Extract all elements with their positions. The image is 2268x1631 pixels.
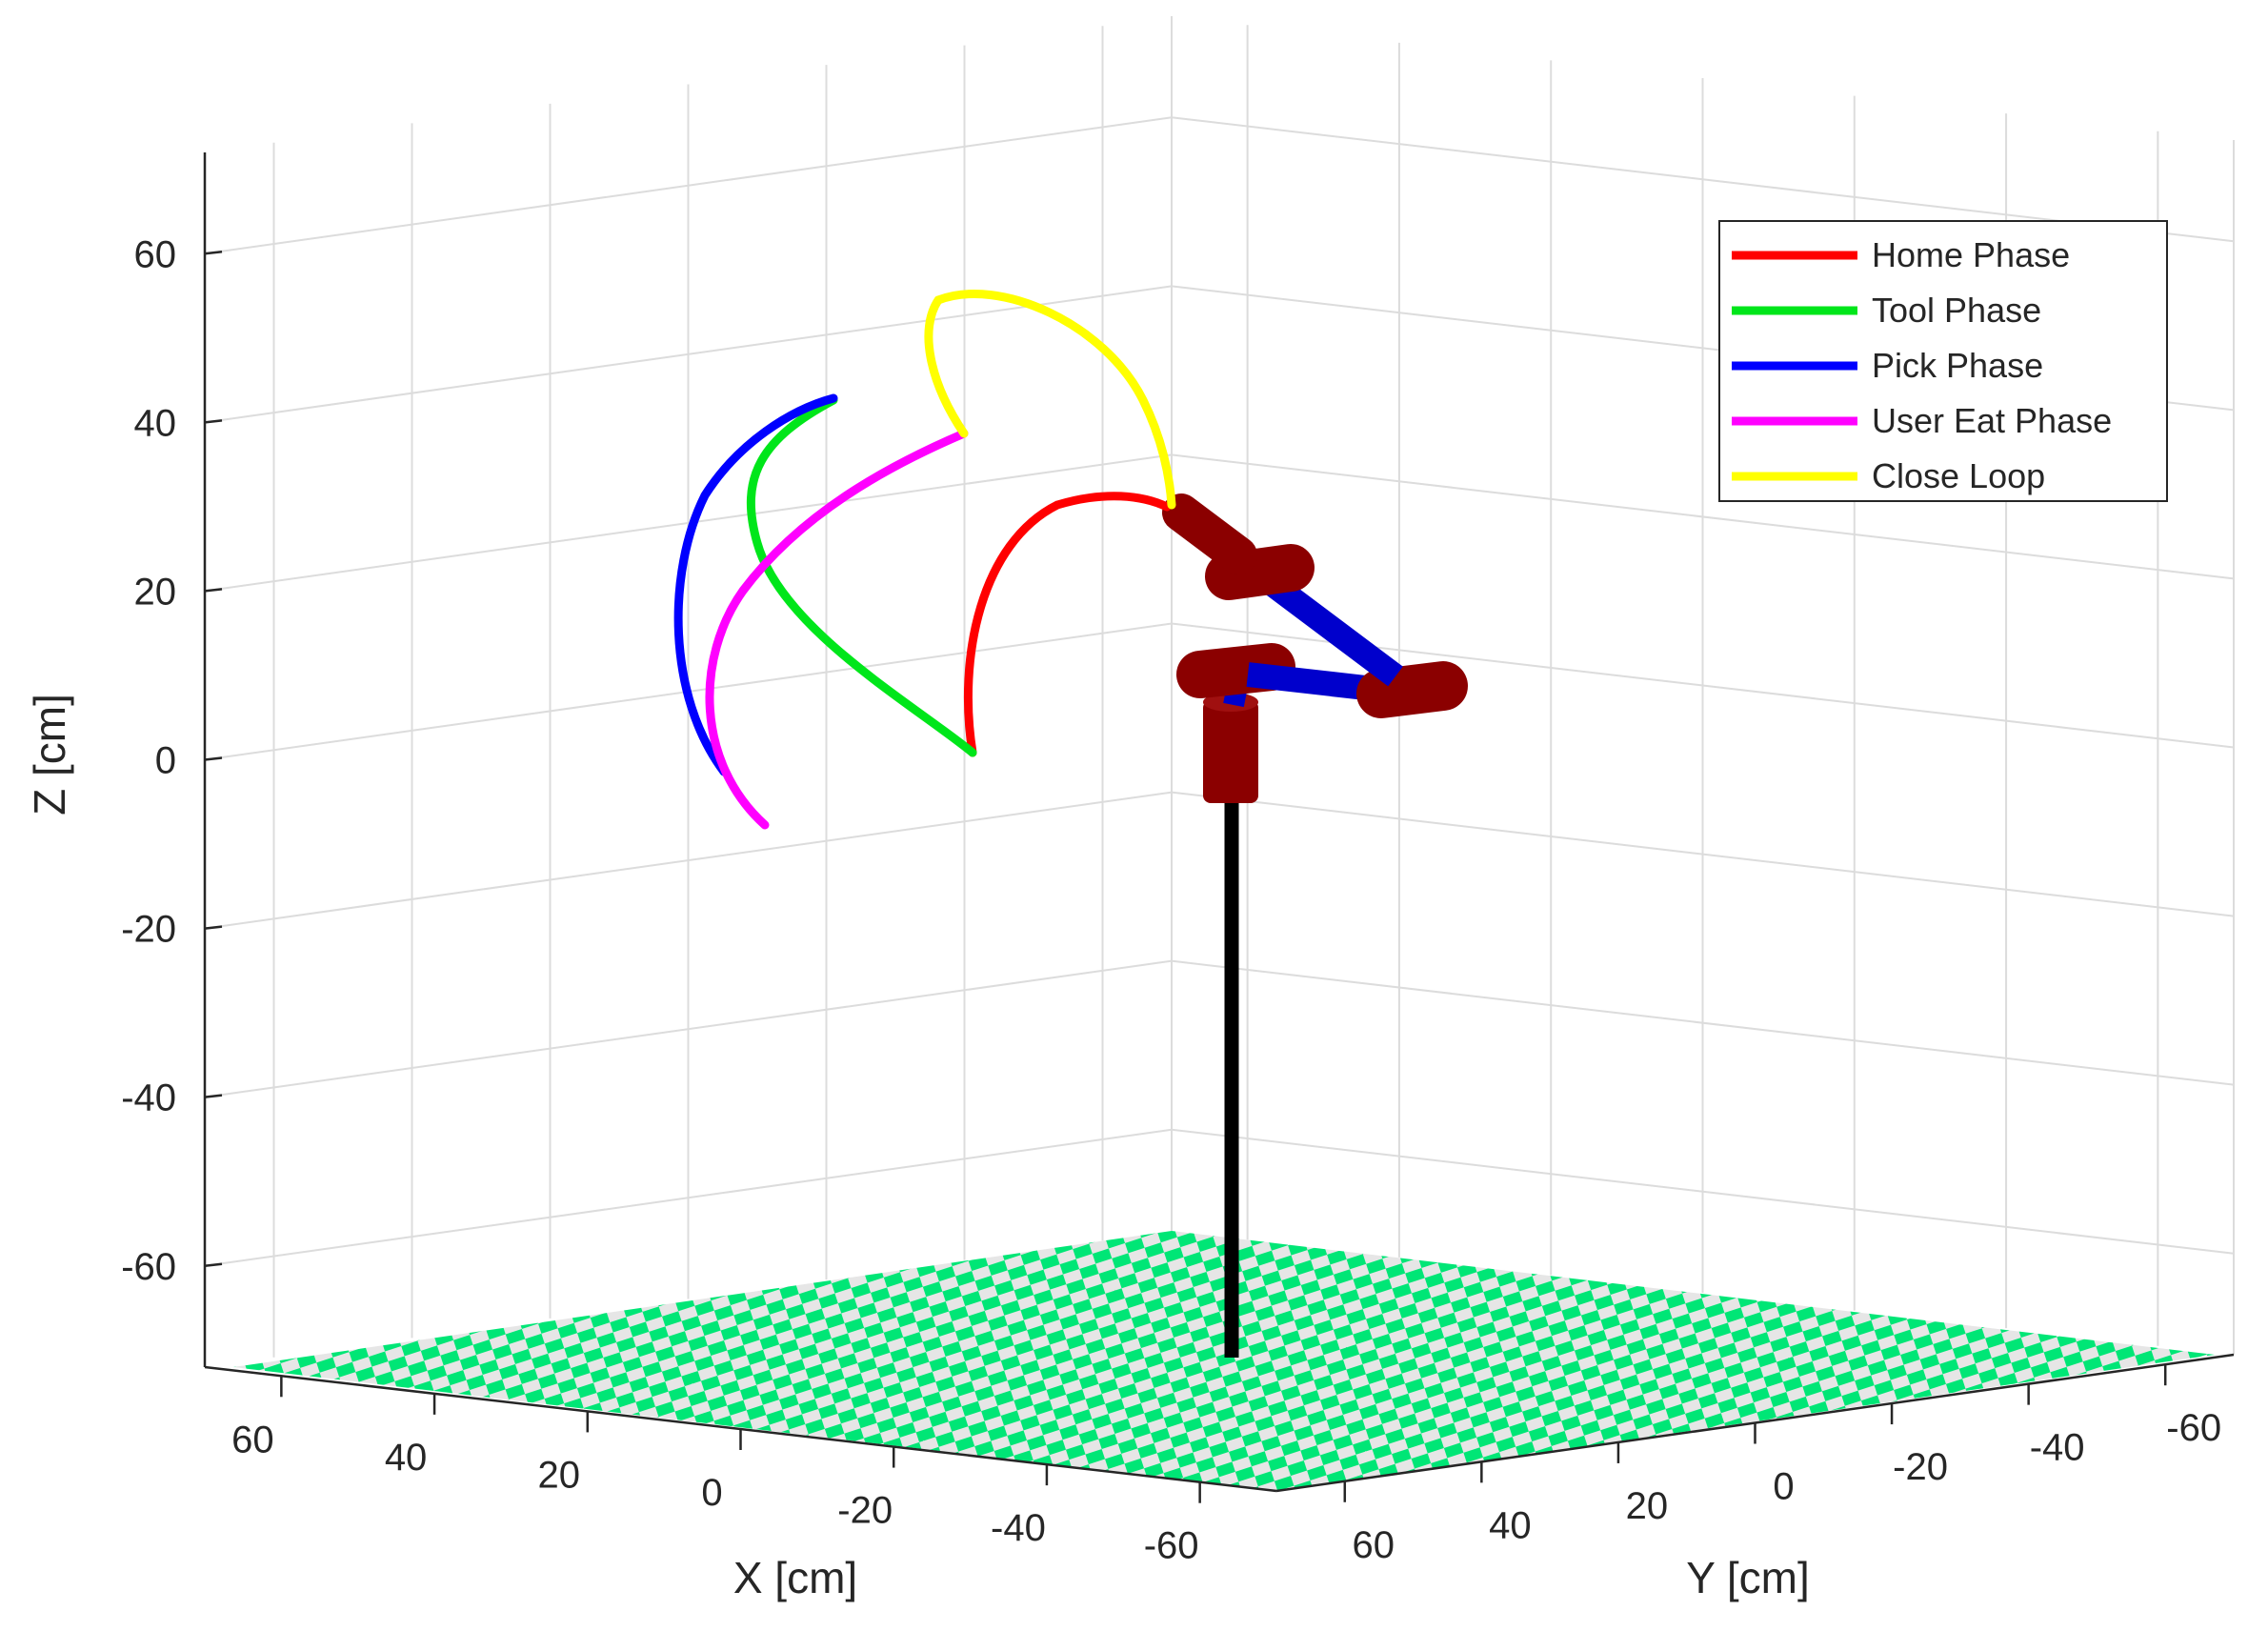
z-grid-line — [204, 116, 2235, 255]
x-axis-label: X [cm] — [733, 1553, 857, 1602]
tick-labels: 60 40 20 0 -20 -40 -60 60 40 20 0 -20 -40 -60 60 40 20 0 -… — [121, 233, 2221, 1566]
z-tick-label: 60 — [134, 233, 177, 275]
floor-plane — [233, 1231, 2215, 1491]
series-line-tool-phase — [746, 395, 977, 757]
legend-label: Close Loop — [1872, 456, 2045, 495]
x-tick-label: 20 — [538, 1454, 581, 1496]
y-tick-label: -60 — [2166, 1407, 2221, 1449]
robot-base-joint — [1203, 700, 1258, 803]
x-tick-label: -60 — [1144, 1525, 1199, 1567]
z-grid-line — [204, 959, 2235, 1098]
y-tick-label: 60 — [1353, 1524, 1395, 1566]
y-tick-label: 0 — [1773, 1466, 1794, 1508]
z-tick-label: -40 — [121, 1077, 176, 1119]
x-tick-label: 0 — [701, 1472, 722, 1514]
z-tick-label: 40 — [134, 402, 177, 444]
robot-end-effector — [1162, 493, 1257, 574]
z-tick — [204, 925, 223, 930]
legend-label: Home Phase — [1872, 235, 2070, 274]
robot-arm — [1162, 493, 1468, 1358]
y-tick-label: -20 — [1893, 1446, 1948, 1488]
z-tick-label: 0 — [155, 740, 176, 782]
z-axis-label: Z [cm] — [25, 694, 74, 816]
z-tick — [204, 1262, 223, 1267]
y-tick-label: -40 — [2030, 1427, 2085, 1469]
series-line-pick-phase — [673, 393, 838, 776]
z-tick-label: 20 — [134, 571, 177, 613]
z-tick — [204, 756, 223, 761]
z-grid-line — [204, 1128, 2235, 1267]
series-line-close-loop — [924, 290, 1176, 510]
x-tick-label: 60 — [231, 1419, 274, 1460]
x-tick-label: -20 — [837, 1490, 893, 1532]
z-grid-line — [204, 791, 2235, 930]
floor-surface — [233, 1231, 2215, 1491]
trajectories — [673, 290, 1176, 830]
legend-label: Tool Phase — [1872, 291, 2041, 330]
y-axis-label: Y [cm] — [1686, 1553, 1810, 1602]
y-tick-label: 20 — [1626, 1485, 1669, 1527]
legend-label: Pick Phase — [1872, 346, 2043, 385]
z-grid-line — [204, 453, 2235, 593]
x-tick-label: 40 — [385, 1437, 428, 1479]
legend: Home Phase Tool Phase Pick Phase User Eat P… — [1718, 220, 2168, 502]
z-tick — [204, 1094, 223, 1098]
z-tick — [204, 588, 223, 593]
legend-label: User Eat Phase — [1872, 401, 2112, 440]
z-tick-label: -20 — [121, 909, 176, 951]
z-tick-label: -60 — [121, 1246, 176, 1288]
y-tick-label: 40 — [1489, 1504, 1532, 1546]
series-line-home-phase — [963, 492, 1172, 757]
robot-joint-2 — [1356, 661, 1468, 718]
z-grid-line — [204, 622, 2235, 761]
robot-link-2 — [1254, 566, 1403, 687]
z-tick — [204, 419, 223, 424]
series-line-user-eat-phase — [705, 429, 969, 830]
robot-joint-3 — [1205, 544, 1315, 600]
z-tick — [204, 251, 223, 255]
x-tick-label: -40 — [991, 1507, 1046, 1549]
legend-box — [1718, 220, 2168, 502]
